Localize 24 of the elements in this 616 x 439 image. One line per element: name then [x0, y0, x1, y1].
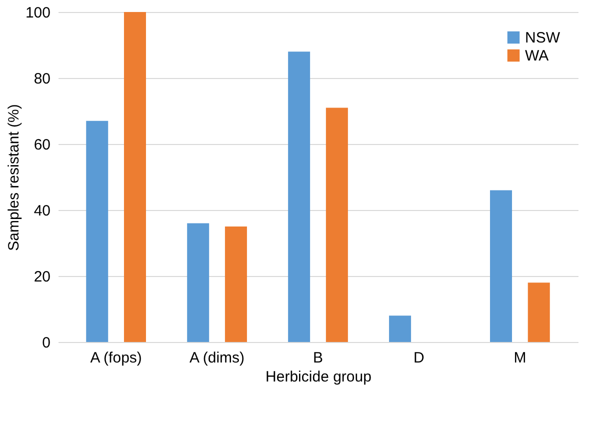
- bar: [86, 120, 108, 342]
- y-tick-label: 20: [34, 268, 50, 286]
- y-tick-label: 80: [34, 70, 50, 88]
- bar: [389, 316, 412, 342]
- bar: [528, 282, 550, 342]
- legend-label: WA: [525, 48, 549, 64]
- bar: [326, 108, 348, 342]
- x-tick-label: B: [312, 350, 324, 366]
- x-tick-label: A (dims): [190, 350, 245, 366]
- x-tick-label: A (fops): [90, 350, 142, 366]
- bar: [224, 226, 247, 342]
- y-tick-label: 100: [25, 4, 50, 22]
- x-tick-label: D: [414, 350, 425, 366]
- bar: [288, 52, 310, 342]
- x-axis-title: Herbicide group: [266, 368, 372, 386]
- bar: [124, 12, 146, 342]
- y-tick-label: 60: [34, 136, 50, 154]
- x-tick-label: M: [514, 350, 526, 366]
- bar: [187, 223, 210, 342]
- legend-label: NSW: [525, 30, 561, 46]
- y-tick-label: 0: [42, 334, 50, 352]
- bar: [490, 190, 512, 342]
- y-tick-label: 40: [34, 202, 50, 220]
- y-axis-title: Samples resistant (%): [5, 104, 22, 251]
